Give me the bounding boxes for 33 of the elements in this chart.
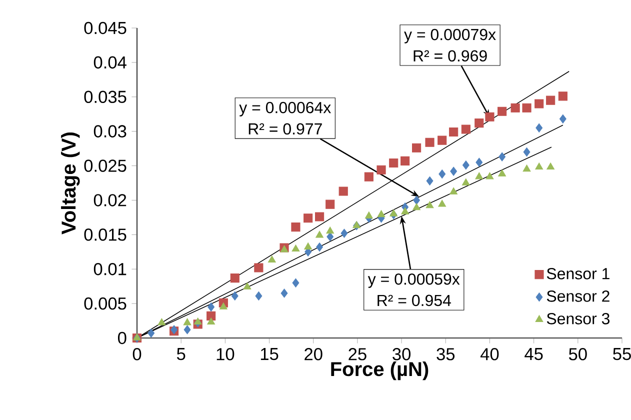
x-tick-label: 50 xyxy=(568,348,587,360)
y-tick-label: 0.015 xyxy=(84,228,126,241)
legend-label: Sensor 3 xyxy=(546,313,610,324)
x-axis-title: Force (µN) xyxy=(331,361,428,380)
x-tick-label: 25 xyxy=(348,348,366,360)
y-tick-label: 0.03 xyxy=(94,125,126,138)
y-tick-label: 0.045 xyxy=(84,22,126,34)
x-tick-label: 20 xyxy=(304,348,322,360)
x-tick-label: 35 xyxy=(436,348,455,360)
legend-label: Sensor 2 xyxy=(546,290,610,302)
x-tick-label: 10 xyxy=(216,348,234,360)
annotation: R² = 0.954 xyxy=(378,294,451,306)
x-tick-label: 40 xyxy=(480,348,499,360)
y-tick-label: 0.035 xyxy=(84,90,126,104)
x-tick-label: 30 xyxy=(392,348,411,360)
annotation: y = 0.00079x xyxy=(404,28,496,44)
legend-label: Sensor 1 xyxy=(546,268,610,280)
annotation: y = 0.00059x xyxy=(368,273,460,288)
y-tick-label: 0.04 xyxy=(94,56,126,69)
annotation: R² = 0.977 xyxy=(248,123,322,135)
x-tick-label: 15 xyxy=(260,348,278,360)
x-tick-label: 0 xyxy=(132,348,142,360)
annotation: R² = 0.969 xyxy=(414,50,487,62)
y-tick-label: 0.025 xyxy=(84,160,126,172)
y-tick-label: 0.005 xyxy=(84,297,126,310)
y-axis-title: Voltage (V) xyxy=(61,132,80,234)
x-tick-label: 45 xyxy=(524,348,543,360)
x-tick-label: 55 xyxy=(613,348,631,360)
x-tick-label: 5 xyxy=(176,348,186,360)
y-tick-label: 0.01 xyxy=(94,262,126,276)
y-tick-label: 0 xyxy=(118,332,126,344)
y-tick-label: 0.02 xyxy=(94,194,126,206)
annotation: y = 0.00064x xyxy=(239,102,331,116)
